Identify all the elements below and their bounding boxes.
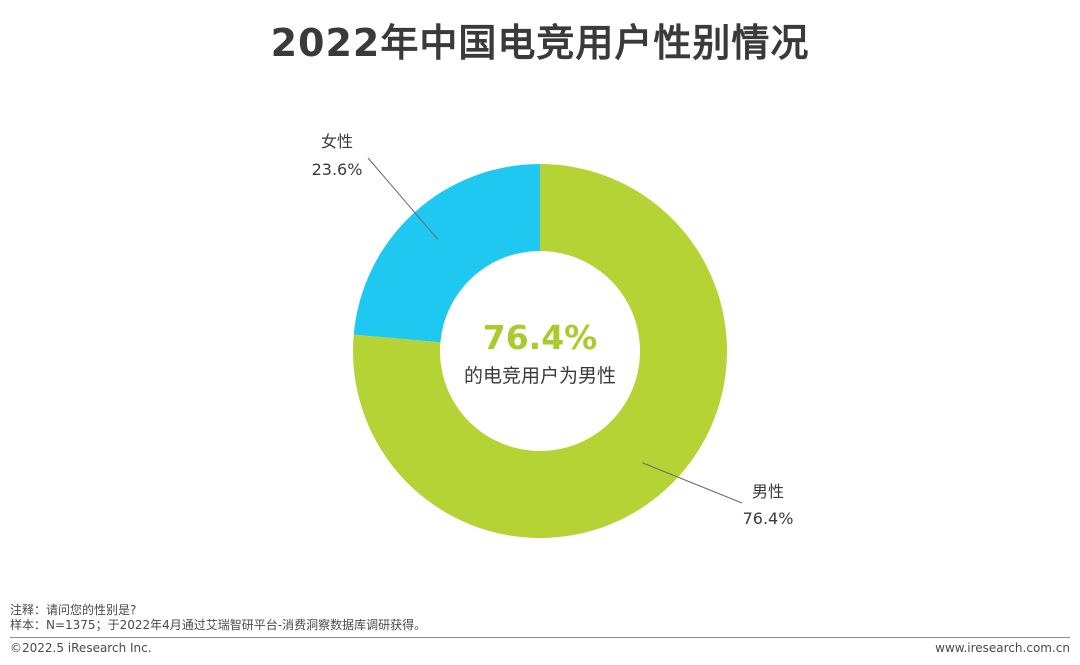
- slice-male: [353, 164, 727, 538]
- leader-line-female: [367, 157, 439, 240]
- center-caption: 的电竞用户为男性: [464, 365, 616, 387]
- footer-divider: [10, 637, 1070, 638]
- leader-lines: [367, 157, 743, 504]
- footer-notes: 注释：请问您的性别是? 样本：N=1375；于2022年4月通过艾瑞智研平台-消…: [10, 603, 426, 633]
- slice-female: [353, 164, 540, 343]
- leader-line-male: [642, 462, 743, 504]
- footer-note: 注释：请问您的性别是?: [10, 603, 137, 617]
- slice-name-female: 女性: [321, 132, 353, 151]
- footer-copyright: ©2022.5 iResearch Inc.: [10, 641, 152, 655]
- slice-value-male: 76.4%: [743, 509, 794, 528]
- slices-layer: [353, 164, 727, 538]
- chart-title: 2022年中国电竞用户性别情况: [270, 21, 810, 65]
- donut-chart: 男性 76.4% 女性 23.6% 76.4% 的电竞用户为男性: [312, 132, 794, 538]
- footer-website: www.iresearch.com.cn: [935, 641, 1070, 655]
- slice-value-female: 23.6%: [312, 160, 363, 179]
- center-percentage: 76.4%: [483, 318, 598, 357]
- slice-labels: 男性 76.4% 女性 23.6%: [312, 132, 794, 528]
- footer-sample: 样本：N=1375；于2022年4月通过艾瑞智研平台-消费洞察数据库调研获得。: [10, 618, 427, 632]
- slice-name-male: 男性: [752, 482, 784, 501]
